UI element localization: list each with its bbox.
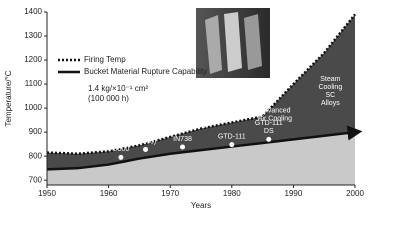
legend-note: 1.4 kg/×10⁻¹ cm² (88, 84, 148, 93)
era-label: SC (325, 92, 335, 99)
y-tick-label: 1300 (24, 31, 42, 40)
x-tick-label: 1960 (100, 189, 118, 198)
x-tick-label: 2000 (346, 189, 364, 198)
y-tick-label: 1100 (25, 79, 43, 88)
y-axis-title: Temperature/°C (4, 70, 13, 126)
material-label: GTD-111 (255, 120, 283, 127)
y-tick-label: 1200 (24, 55, 42, 64)
era-label: Alloys (321, 100, 340, 107)
era-label: Air Cooling (172, 121, 206, 128)
page: {"chart_data": {"type": "area", "x_label… (4, 7, 365, 211)
y-tick-label: 700 (29, 175, 43, 184)
x-tick-label: 1970 (161, 189, 179, 198)
rupture-line (46, 125, 363, 171)
photo (196, 8, 270, 78)
material-label: (U700) (135, 138, 156, 145)
material-label: DS (264, 128, 274, 135)
x-tick-label: 1990 (285, 189, 303, 198)
era-label: Steam (320, 76, 340, 83)
material-label: RENE77 (132, 130, 159, 137)
x-tick-label: 1980 (223, 189, 241, 198)
chart: 700 800 900 1000 1100 1200 1300 1400 1950 1960 197… (4, 7, 364, 210)
era-label: Air Cooling (258, 115, 292, 122)
y-tick-label: 800 (29, 151, 43, 160)
material-label: U500 (113, 146, 130, 153)
y-tick-label: 1000 (24, 103, 42, 112)
material-point (118, 154, 124, 160)
legend-label: Bucket Material Rupture Capability (84, 67, 207, 76)
era-label: Conventional (168, 113, 209, 120)
material-point (229, 142, 235, 148)
material-label: IN738 (173, 136, 192, 143)
area-lower (47, 132, 355, 185)
legend-label: Firing Temp (84, 55, 126, 64)
material-point (143, 146, 149, 152)
area-band (47, 14, 355, 170)
firing-line (46, 13, 356, 156)
era-label: Cooling (318, 84, 342, 91)
material-point (180, 144, 186, 150)
material-label: GTD-111 (218, 133, 246, 140)
legend-note: (100 000 h) (88, 94, 129, 103)
x-axis-title: Years (191, 201, 211, 210)
material-point (266, 136, 272, 142)
y-tick-label: 1400 (24, 7, 42, 16)
y-tick-label: 900 (29, 127, 43, 136)
x-tick-label: 1950 (38, 189, 56, 198)
era-label: Advanced (259, 107, 290, 114)
